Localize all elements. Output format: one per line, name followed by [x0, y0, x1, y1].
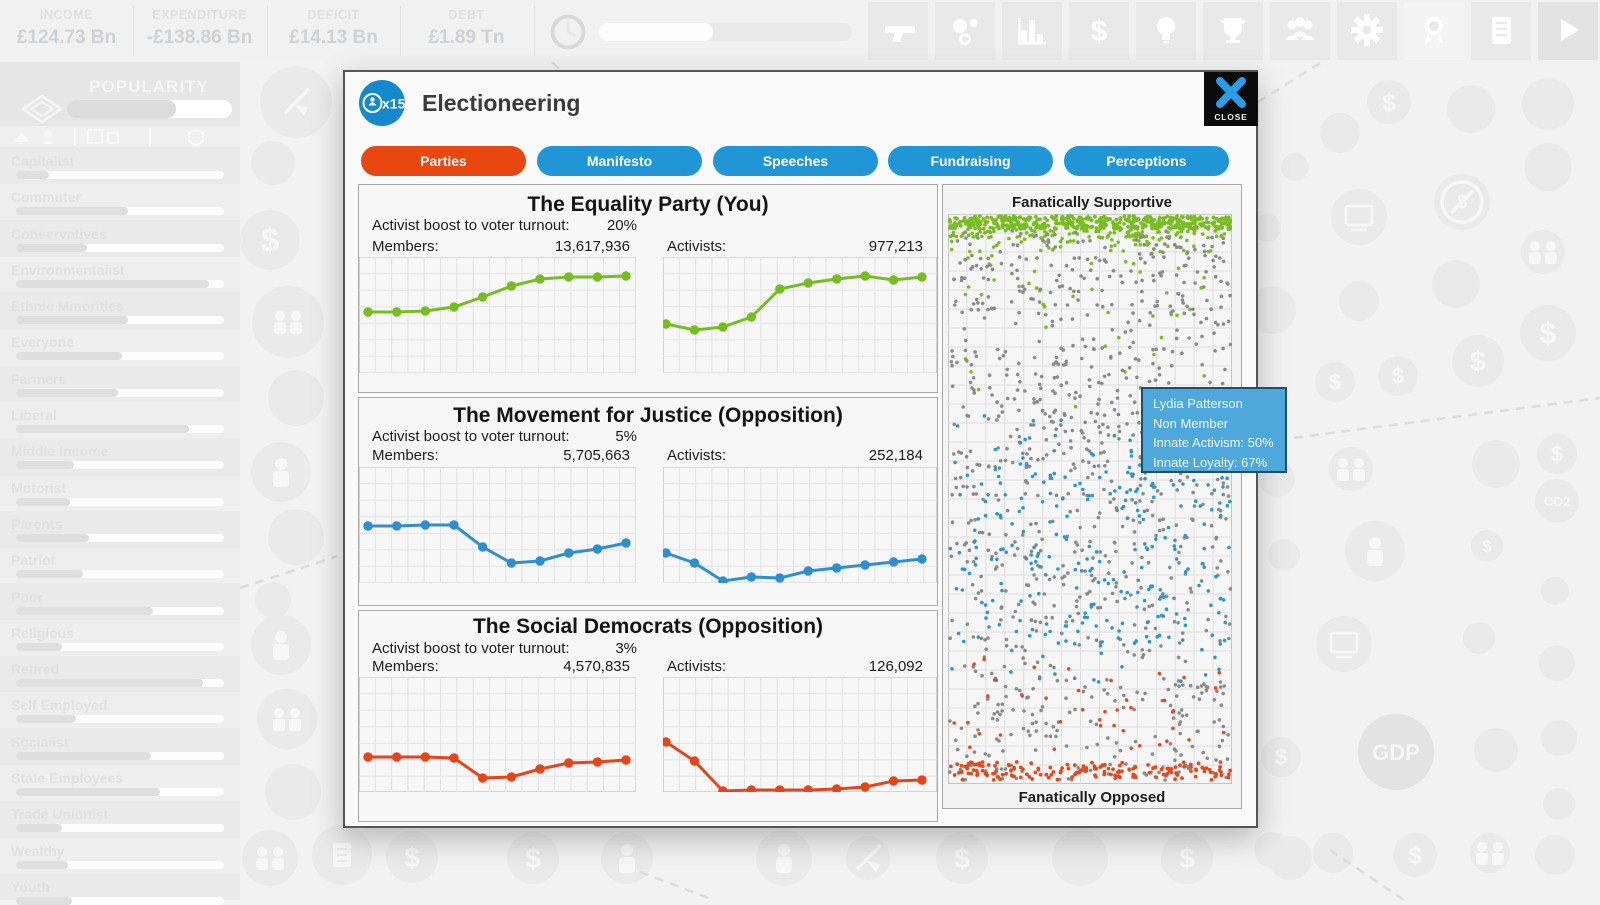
svg-text:$: $ — [404, 842, 420, 873]
svg-text:$: $ — [1179, 843, 1195, 874]
svg-text:$: $ — [1392, 364, 1404, 389]
svg-text:$: $ — [1382, 89, 1396, 116]
svg-text:$: $ — [1470, 346, 1486, 377]
svg-text:$: $ — [1275, 745, 1287, 770]
svg-text:GDP: GDP — [1372, 740, 1420, 765]
svg-text:$: $ — [1408, 842, 1422, 869]
svg-text:$: $ — [1482, 537, 1492, 556]
svg-text:$: $ — [261, 221, 279, 258]
svg-text:$: $ — [1329, 370, 1341, 395]
svg-text:$: $ — [1540, 318, 1557, 351]
svg-text:$: $ — [954, 843, 970, 874]
svg-text:CO2: CO2 — [1544, 494, 1571, 509]
svg-text:$: $ — [525, 843, 541, 874]
svg-text:$: $ — [1091, 15, 1108, 48]
svg-text:x15: x15 — [382, 96, 406, 112]
svg-text:$: $ — [1551, 442, 1563, 467]
